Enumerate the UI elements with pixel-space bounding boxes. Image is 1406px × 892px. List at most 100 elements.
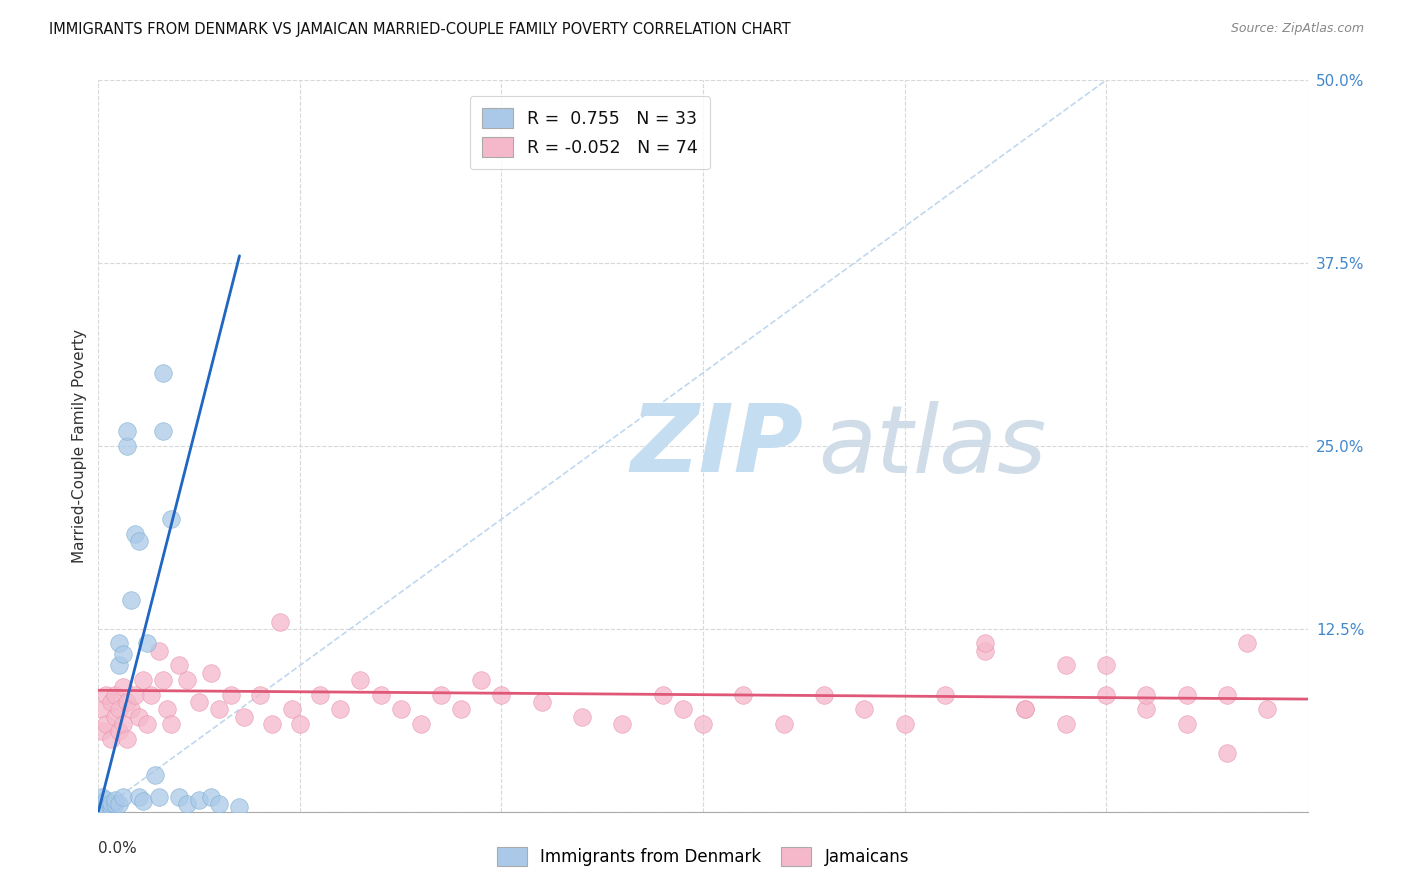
Point xyxy=(132,795,155,809)
Point xyxy=(96,802,118,816)
Point xyxy=(370,688,392,702)
Point xyxy=(135,717,157,731)
Point xyxy=(672,702,695,716)
Point xyxy=(1135,702,1157,716)
Point xyxy=(120,702,142,716)
Point xyxy=(329,702,352,716)
Point xyxy=(128,709,150,723)
Point xyxy=(188,793,211,807)
Point xyxy=(128,790,150,805)
Point xyxy=(260,717,283,731)
Point xyxy=(91,790,114,805)
Point xyxy=(430,688,453,702)
Point xyxy=(103,709,125,723)
Point xyxy=(1216,688,1239,702)
Point xyxy=(221,688,243,702)
Point xyxy=(692,717,714,731)
Point xyxy=(143,768,166,782)
Point xyxy=(115,695,138,709)
Point xyxy=(893,717,915,731)
Text: atlas: atlas xyxy=(818,401,1046,491)
Point xyxy=(974,636,997,650)
Point xyxy=(281,702,304,716)
Point xyxy=(91,724,114,739)
Point xyxy=(124,526,146,541)
Point xyxy=(1095,688,1118,702)
Point xyxy=(208,702,231,716)
Point xyxy=(269,615,291,629)
Point xyxy=(111,681,134,695)
Point xyxy=(103,793,125,807)
Point xyxy=(1236,636,1258,650)
Point xyxy=(111,790,134,805)
Y-axis label: Married-Couple Family Poverty: Married-Couple Family Poverty xyxy=(72,329,87,563)
Point xyxy=(107,724,129,739)
Point xyxy=(450,702,472,716)
Point xyxy=(160,717,183,731)
Point xyxy=(1216,746,1239,760)
Point xyxy=(128,534,150,549)
Point xyxy=(107,702,129,716)
Point xyxy=(1256,702,1278,716)
Point xyxy=(176,797,198,812)
Point xyxy=(100,731,122,746)
Point xyxy=(111,647,134,661)
Point xyxy=(111,717,134,731)
Point xyxy=(612,717,634,731)
Point xyxy=(176,673,198,687)
Point xyxy=(91,797,114,812)
Point xyxy=(107,658,129,673)
Point xyxy=(96,793,118,807)
Point xyxy=(571,709,593,723)
Point xyxy=(228,800,250,814)
Point xyxy=(167,790,190,805)
Point xyxy=(91,702,114,716)
Point xyxy=(409,717,432,731)
Point xyxy=(103,688,125,702)
Text: IMMIGRANTS FROM DENMARK VS JAMAICAN MARRIED-COUPLE FAMILY POVERTY CORRELATION CH: IMMIGRANTS FROM DENMARK VS JAMAICAN MARR… xyxy=(49,22,790,37)
Point xyxy=(100,800,122,814)
Point xyxy=(853,702,876,716)
Point xyxy=(1014,702,1036,716)
Point xyxy=(389,702,412,716)
Point xyxy=(232,709,254,723)
Point xyxy=(152,366,174,380)
Legend: Immigrants from Denmark, Jamaicans: Immigrants from Denmark, Jamaicans xyxy=(491,840,915,873)
Text: 0.0%: 0.0% xyxy=(98,841,138,856)
Point xyxy=(115,439,138,453)
Point xyxy=(148,790,170,805)
Point xyxy=(733,688,755,702)
Point xyxy=(100,695,122,709)
Point xyxy=(470,673,492,687)
Point xyxy=(148,644,170,658)
Point xyxy=(132,673,155,687)
Point xyxy=(934,688,956,702)
Point xyxy=(200,790,222,805)
Point xyxy=(349,673,371,687)
Point xyxy=(491,688,513,702)
Point xyxy=(813,688,835,702)
Point xyxy=(530,695,553,709)
Point xyxy=(96,717,118,731)
Point xyxy=(772,717,794,731)
Point xyxy=(107,636,129,650)
Point xyxy=(1014,702,1036,716)
Point xyxy=(107,797,129,812)
Point xyxy=(249,688,271,702)
Point xyxy=(100,805,122,819)
Point xyxy=(309,688,332,702)
Point xyxy=(208,797,231,812)
Text: Source: ZipAtlas.com: Source: ZipAtlas.com xyxy=(1230,22,1364,36)
Point xyxy=(651,688,673,702)
Legend: R =  0.755   N = 33, R = -0.052   N = 74: R = 0.755 N = 33, R = -0.052 N = 74 xyxy=(470,96,710,169)
Point xyxy=(120,592,142,607)
Point xyxy=(1175,688,1198,702)
Point xyxy=(100,796,122,810)
Point xyxy=(188,695,211,709)
Point xyxy=(96,688,118,702)
Point xyxy=(103,797,125,812)
Point xyxy=(1175,717,1198,731)
Point xyxy=(124,688,146,702)
Point xyxy=(160,512,183,526)
Point xyxy=(156,702,179,716)
